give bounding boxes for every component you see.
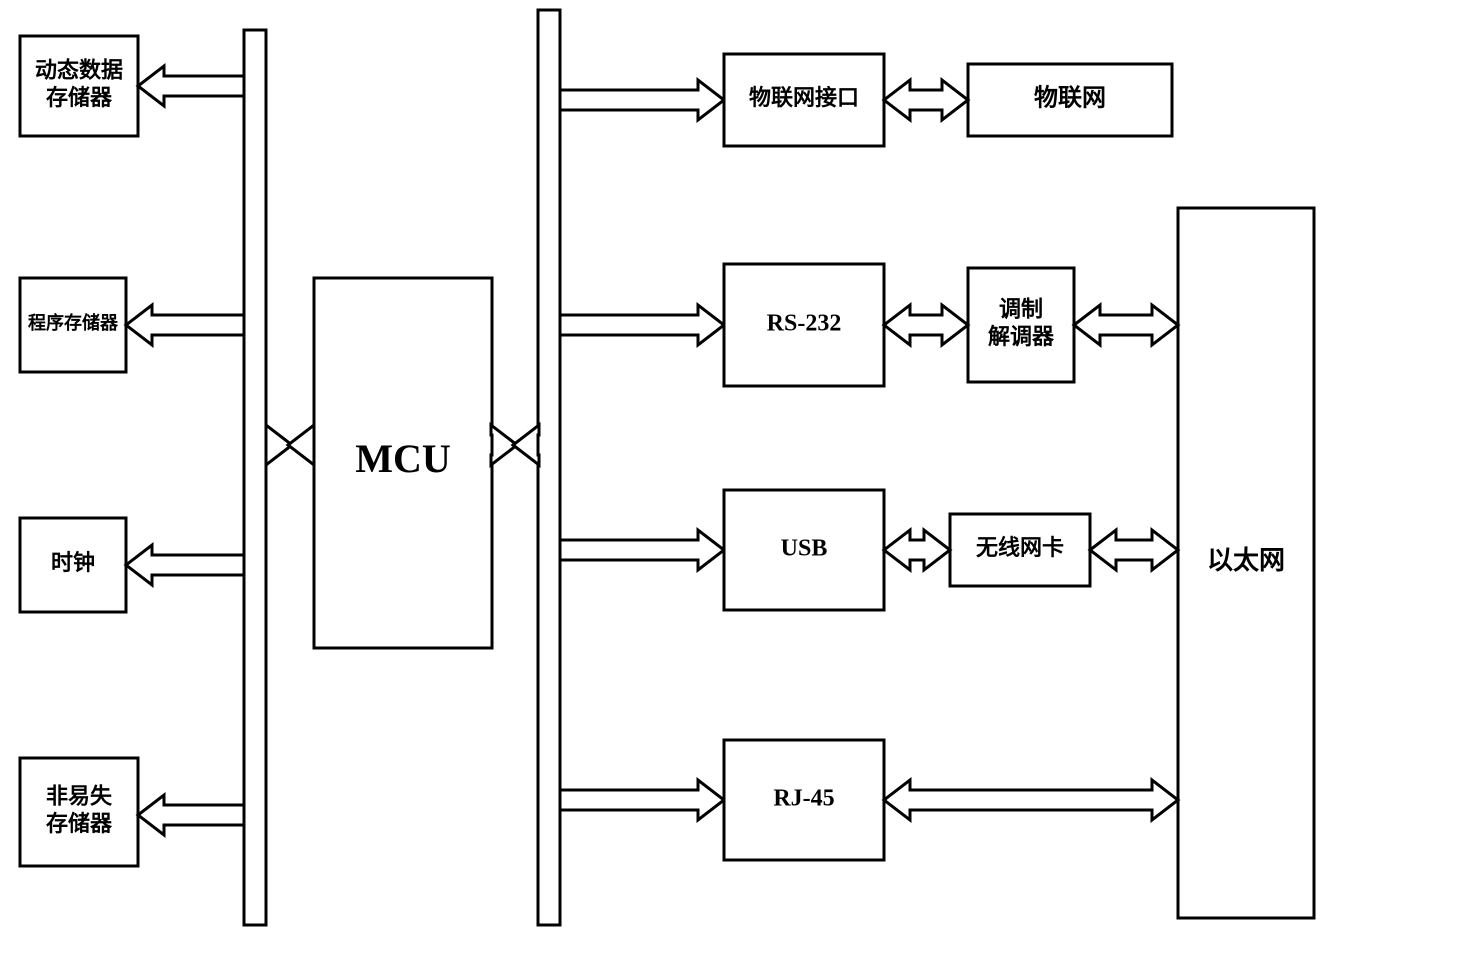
- modem-label-line-0: 调制: [999, 296, 1043, 321]
- usb-link-0: [884, 530, 950, 570]
- iot-bus-arrow: [560, 80, 724, 120]
- clock-label: 时钟: [51, 550, 95, 575]
- mcu-bus-right-b: [513, 425, 539, 465]
- mcu-bus-left-b: [288, 425, 314, 465]
- rs232-bus-arrow: [560, 305, 724, 345]
- usb-box-label: USB: [781, 536, 828, 562]
- block-diagram: MCU动态数据存储器程序存储器时钟非易失存储器以太网物联网接口物联网RS-232…: [0, 0, 1464, 956]
- mcu-label: MCU: [355, 436, 451, 481]
- dyn-mem-label-line-1: 存储器: [46, 85, 113, 110]
- prog-mem-label: 程序存储器: [28, 312, 119, 333]
- rj45-link-0: [884, 780, 1178, 820]
- rs232-link-0: [884, 305, 968, 345]
- modem-label-line-1: 解调器: [988, 324, 1055, 349]
- dyn-mem-label-line-0: 动态数据: [35, 57, 123, 82]
- bus-right: [538, 10, 560, 925]
- rj45-box-label: RJ-45: [773, 786, 834, 812]
- rj45-bus-arrow: [560, 780, 724, 820]
- nv-mem-label-line-0: 非易失: [46, 783, 113, 808]
- dyn-mem-arrow: [138, 66, 244, 106]
- nv-mem-arrow: [138, 795, 244, 835]
- rs232-link-1: [1074, 305, 1178, 345]
- iot-net-label: 物联网: [1034, 85, 1106, 112]
- wlan-card-label: 无线网卡: [976, 535, 1064, 560]
- clock-arrow: [126, 545, 244, 585]
- bus-left: [244, 30, 266, 925]
- iot-if-label: 物联网接口: [749, 85, 859, 110]
- nv-mem-label-line-1: 存储器: [46, 811, 113, 836]
- usb-link-1: [1090, 530, 1178, 570]
- rs232-box-label: RS-232: [767, 311, 842, 337]
- prog-mem-arrow: [126, 305, 244, 345]
- usb-bus-arrow: [560, 530, 724, 570]
- iot-link-0: [884, 80, 968, 120]
- ethernet-label: 以太网: [1207, 546, 1285, 575]
